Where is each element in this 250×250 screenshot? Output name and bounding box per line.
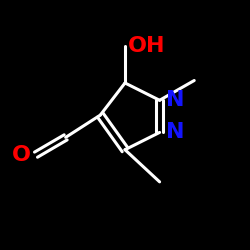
Text: N: N [166, 122, 184, 142]
Text: N: N [166, 90, 184, 110]
Text: OH: OH [128, 36, 165, 56]
Text: O: O [12, 145, 31, 165]
